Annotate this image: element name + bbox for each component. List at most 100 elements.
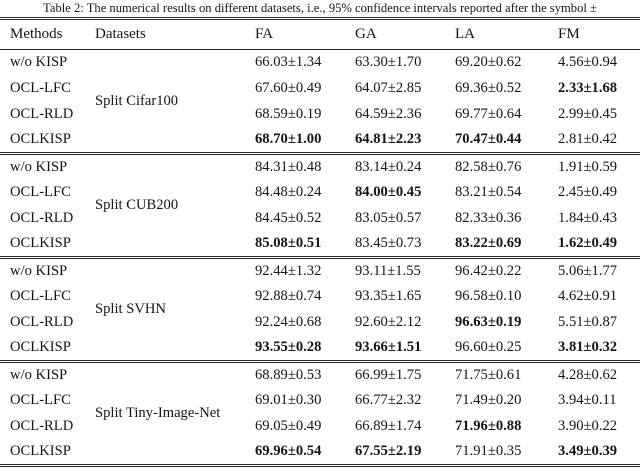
header-row: Methods Datasets FA GA LA FM — [0, 19, 640, 50]
table-row: w/o KISP Split Cifar100 66.03±1.34 63.30±1.… — [0, 50, 640, 108]
column-header-datasets: Datasets — [95, 26, 146, 42]
value-cell: 64.07±2.85 — [355, 80, 422, 96]
value-cell: 3.81±0.32 — [558, 339, 618, 356]
value-cell: 67.60±0.49 — [255, 80, 322, 96]
dataset-group: w/o KISP Split Cifar100 66.03±1.34 63.30±1.… — [0, 50, 640, 154]
table-row: w/o KISP Split SVHN 92.44±1.32 93.11±1.55 96… — [0, 258, 640, 317]
value-cell: 3.94±0.11 — [558, 392, 617, 408]
value-cell: 1.84±0.43 — [558, 210, 618, 226]
table-caption: Table 2: The numerical results on differ… — [43, 1, 597, 15]
value-cell: 96.63±0.19 — [455, 314, 522, 330]
table-row: OCLKISP 69.96±0.54 67.55±2.19 71.91±0.35 3.4… — [0, 440, 640, 466]
value-cell: 5.06±1.77 — [558, 262, 618, 279]
value-cell: 93.35±1.65 — [355, 288, 422, 304]
value-cell: 4.56±0.94 — [558, 54, 618, 71]
table-row: OCL-RLD 68.59±0.19 64.59±2.36 69.77±0.64 2.9… — [0, 102, 640, 128]
value-cell: 71.96±0.88 — [455, 418, 522, 434]
method-cell: OCL-RLD — [10, 106, 74, 122]
value-cell: 3.49±0.39 — [558, 443, 618, 460]
value-cell: 68.70±1.00 — [255, 131, 322, 148]
table-row: OCL-LFC 67.60±0.49 64.07±2.85 69.36±0.52 2.3… — [0, 76, 640, 102]
value-cell: 66.77±2.32 — [355, 392, 422, 408]
value-cell: 69.96±0.54 — [255, 443, 322, 460]
value-cell: 96.60±0.25 — [455, 339, 522, 356]
value-cell: 83.05±0.57 — [355, 210, 422, 226]
value-cell: 84.00±0.45 — [355, 184, 422, 200]
method-cell: OCL-LFC — [10, 392, 71, 408]
results-table: Methods Datasets FA GA LA FM w/o KISP Spl… — [0, 17, 640, 467]
value-cell: 71.49±0.20 — [455, 392, 522, 408]
value-cell: 2.45±0.49 — [558, 184, 618, 200]
column-header-fm: FM — [558, 26, 580, 42]
method-cell: OCL-LFC — [10, 80, 71, 96]
value-cell: 64.81±2.23 — [355, 131, 422, 148]
value-cell: 1.62±0.49 — [558, 235, 618, 252]
value-cell: 84.31±0.48 — [255, 158, 322, 175]
value-cell: 84.45±0.52 — [255, 210, 322, 226]
dataset-group: w/o KISP Split CUB200 84.31±0.48 83.14±0.24… — [0, 153, 640, 258]
table-row: OCLKISP 93.55±0.28 93.66±1.51 96.60±0.25 3.8… — [0, 336, 640, 362]
value-cell: 69.20±0.62 — [455, 54, 522, 71]
value-cell: 84.48±0.24 — [255, 184, 322, 200]
value-cell: 71.91±0.35 — [455, 443, 522, 460]
method-cell: OCL-RLD — [10, 418, 74, 434]
value-cell: 83.45±0.73 — [355, 235, 422, 252]
table-row: OCLKISP 68.70±1.00 64.81±2.23 70.47±0.44 2.8… — [0, 128, 640, 154]
dataset-cell: Split SVHN — [95, 301, 166, 317]
method-cell: OCLKISP — [10, 443, 71, 460]
table-row: OCL-LFC 69.01±0.30 66.77±2.32 71.49±0.20 3.9… — [0, 388, 640, 414]
dataset-cell: Split CUB200 — [95, 197, 179, 213]
value-cell: 5.51±0.87 — [558, 314, 618, 330]
table-header: Methods Datasets FA GA LA FM — [0, 19, 640, 50]
value-cell: 83.22±0.69 — [455, 235, 522, 252]
table-row: OCL-RLD 69.05±0.49 66.89±1.74 71.96±0.88 3.9… — [0, 414, 640, 440]
value-cell: 66.99±1.75 — [355, 366, 422, 383]
method-cell: w/o KISP — [10, 54, 68, 71]
method-cell: OCL-LFC — [10, 288, 71, 304]
column-header-la: LA — [455, 26, 475, 42]
table-row: OCL-LFC 92.88±0.74 93.35±1.65 96.58±0.10 4.6… — [0, 284, 640, 310]
dataset-group: w/o KISP Split SVHN 92.44±1.32 93.11±1.55 96… — [0, 257, 640, 362]
value-cell: 66.89±1.74 — [355, 418, 422, 434]
value-cell: 2.81±0.42 — [558, 131, 618, 148]
value-cell: 63.30±1.70 — [355, 54, 422, 71]
value-cell: 92.44±1.32 — [255, 262, 322, 279]
method-cell: OCL-RLD — [10, 210, 74, 226]
value-cell: 93.55±0.28 — [255, 339, 322, 356]
value-cell: 68.89±0.53 — [255, 366, 322, 383]
table-row: OCL-RLD 84.45±0.52 83.05±0.57 82.33±0.36 1.8… — [0, 206, 640, 232]
value-cell: 3.90±0.22 — [558, 418, 618, 434]
value-cell: 82.33±0.36 — [455, 210, 522, 226]
value-cell: 69.05±0.49 — [255, 418, 322, 434]
value-cell: 96.42±0.22 — [455, 262, 522, 279]
value-cell: 85.08±0.51 — [255, 235, 322, 252]
value-cell: 92.60±2.12 — [355, 314, 422, 330]
value-cell: 69.77±0.64 — [455, 106, 522, 122]
method-cell: OCLKISP — [10, 235, 71, 252]
value-cell: 69.36±0.52 — [455, 80, 522, 96]
value-cell: 68.59±0.19 — [255, 106, 322, 122]
column-header-fa: FA — [255, 26, 274, 42]
value-cell: 4.62±0.91 — [558, 288, 618, 304]
dataset-cell: Split Cifar100 — [95, 92, 179, 109]
value-cell: 4.28±0.62 — [558, 366, 618, 383]
method-cell: OCLKISP — [10, 131, 71, 148]
column-header-methods: Methods — [10, 26, 63, 42]
value-cell: 2.99±0.45 — [558, 106, 618, 122]
value-cell: 82.58±0.76 — [455, 158, 522, 175]
value-cell: 70.47±0.44 — [455, 131, 522, 148]
table-row: w/o KISP Split CUB200 84.31±0.48 83.14±0.24… — [0, 154, 640, 213]
method-cell: OCLKISP — [10, 339, 71, 356]
value-cell: 83.21±0.54 — [455, 184, 522, 200]
value-cell: 64.59±2.36 — [355, 106, 422, 122]
method-cell: w/o KISP — [10, 366, 68, 383]
table-row: OCL-RLD 92.24±0.68 92.60±2.12 96.63±0.19 5.5… — [0, 310, 640, 336]
table-row: OCL-LFC 84.48±0.24 84.00±0.45 83.21±0.54 2.4… — [0, 180, 640, 206]
value-cell: 93.11±1.55 — [355, 262, 421, 279]
value-cell: 93.66±1.51 — [355, 339, 422, 356]
method-cell: w/o KISP — [10, 262, 68, 279]
value-cell: 83.14±0.24 — [355, 158, 422, 175]
value-cell: 96.58±0.10 — [455, 288, 522, 304]
table-row: w/o KISP Split Tiny-Image-Net 68.89±0.53 66… — [0, 362, 640, 421]
